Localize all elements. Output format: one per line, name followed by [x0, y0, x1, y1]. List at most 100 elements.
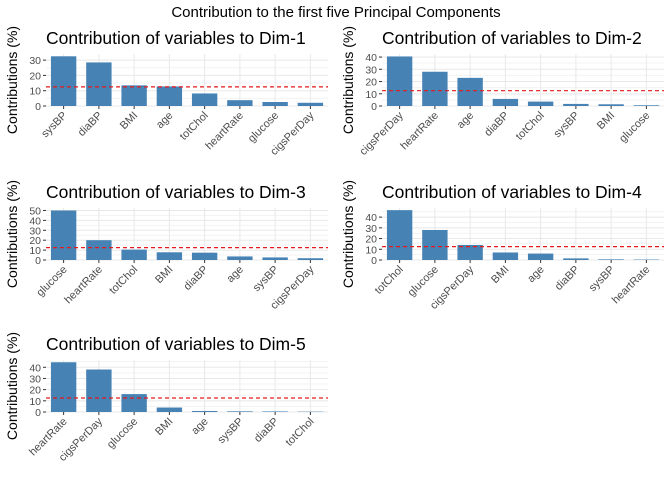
x-tick-label: glucose	[617, 110, 652, 145]
y-tick-label: 10	[29, 396, 41, 408]
x-tick-label: glucose	[34, 264, 69, 299]
chart-title: Contribution of variables to Dim-5	[46, 334, 306, 354]
x-tick-label: heartRate	[610, 264, 653, 307]
x-tick-label: heartRate	[398, 110, 441, 153]
x-tick-label: glucose	[105, 416, 140, 451]
bar-glucose	[262, 102, 287, 106]
bar-age	[457, 78, 482, 106]
bar-diaBP	[493, 99, 518, 106]
x-tick-label: age	[525, 264, 546, 285]
x-tick-label: heartRate	[62, 264, 105, 307]
chart-dim-4: Contribution of variables to Dim-4 Contri…	[336, 178, 672, 328]
y-tick-label: 10	[365, 89, 377, 101]
chart-title: Contribution of variables to Dim-4	[382, 182, 642, 202]
bar-totChol	[192, 93, 217, 106]
x-tick-label: totChol	[514, 110, 547, 143]
x-tick-label: BMI	[489, 264, 511, 286]
chart-dim-2: Contribution of variables to Dim-2 Contri…	[336, 24, 672, 174]
bar-heartRate	[86, 240, 111, 260]
bar-totChol	[387, 210, 412, 260]
y-tick-label: 50	[29, 205, 41, 217]
x-tick-label: totChol	[373, 264, 406, 297]
x-tick-label: diaBP	[182, 264, 211, 293]
y-tick-label: 0	[371, 101, 377, 113]
x-tick-label: glucose	[406, 264, 441, 299]
bar-diaBP	[192, 253, 217, 260]
bar-heartRate	[51, 362, 76, 412]
bar-sysBP	[598, 259, 623, 260]
y-tick-label: 30	[29, 55, 41, 67]
chart-title: Contribution of variables to Dim-2	[382, 28, 642, 48]
y-tick-label: 40	[365, 52, 377, 64]
bar-age	[192, 411, 217, 412]
bar-age	[157, 86, 182, 106]
x-tick-label: sysBP	[215, 416, 246, 447]
bar-sysBP	[262, 257, 287, 260]
x-tick-label: sysBP	[551, 110, 582, 141]
y-tick-label: 40	[365, 212, 377, 224]
x-tick-label: sysBP	[587, 264, 618, 295]
bar-diaBP	[563, 258, 588, 260]
bar-sysBP	[51, 56, 76, 106]
chart-dim-3-svg: Contribution of variables to Dim-3Contri…	[0, 178, 336, 328]
y-tick-label: 20	[365, 234, 377, 246]
bar-BMI	[493, 252, 518, 260]
x-tick-label: BMI	[153, 264, 175, 286]
x-tick-label: age	[154, 110, 175, 131]
y-tick-label: 20	[365, 77, 377, 89]
bar-sysBP	[563, 104, 588, 106]
figure-title: Contribution to the first five Principal…	[0, 4, 672, 21]
chart-dim-5-svg: Contribution of variables to Dim-5Contri…	[0, 330, 336, 480]
bar-sysBP	[227, 411, 252, 412]
bars	[51, 362, 323, 412]
x-tick-label: BMI	[153, 416, 175, 438]
y-tick-label: 10	[29, 86, 41, 98]
y-tick-label: 0	[35, 407, 41, 419]
y-axis-label: Contributions (%)	[340, 180, 356, 288]
bar-glucose	[422, 230, 447, 260]
bar-totChol	[121, 250, 146, 260]
chart-dim-1-svg: Contribution of variables to Dim-1 Contri…	[0, 24, 336, 174]
x-tick-label: age	[189, 416, 210, 437]
x-tick-label: diaBP	[252, 416, 281, 445]
y-tick-label: 40	[29, 362, 41, 374]
bar-cigsPerDay	[457, 245, 482, 260]
x-tick-label: age	[455, 110, 476, 131]
y-tick-label: 20	[29, 70, 41, 82]
bar-cigsPerDay	[387, 56, 412, 106]
bar-heartRate	[422, 72, 447, 106]
x-tick-label: diaBP	[76, 110, 105, 139]
chart-dim-1: Contribution of variables to Dim-1 Contri…	[0, 24, 336, 174]
bars	[387, 210, 659, 260]
bar-cigsPerDay	[298, 258, 323, 260]
chart-title: Contribution of variables to Dim-3	[46, 182, 306, 202]
bar-age	[528, 254, 553, 260]
chart-title: Contribution of variables to Dim-1	[46, 28, 306, 48]
bar-BMI	[157, 252, 182, 260]
bar-BMI	[598, 104, 623, 106]
bar-heartRate	[227, 100, 252, 106]
bar-BMI	[157, 408, 182, 412]
y-axis-label: Contributions (%)	[340, 26, 356, 134]
x-tick-label: heartRate	[203, 110, 246, 153]
x-tick-label: totChol	[107, 264, 140, 297]
chart-dim-2-svg: Contribution of variables to Dim-2 Contri…	[336, 24, 672, 174]
y-tick-label: 30	[365, 223, 377, 235]
x-tick-label: totChol	[178, 110, 211, 143]
x-tick-label: totChol	[283, 416, 316, 449]
x-tick-label: diaBP	[553, 264, 582, 293]
y-tick-label: 10	[365, 244, 377, 256]
x-tick-label: glucose	[246, 110, 281, 145]
x-tick-label: BMI	[595, 110, 617, 132]
x-tick-label: cigsPerDay	[357, 109, 406, 158]
y-tick-label: 0	[371, 255, 377, 267]
x-tick-label: sysBP	[39, 110, 70, 141]
x-tick-label: diaBP	[482, 110, 511, 139]
x-tick-label: age	[225, 264, 246, 285]
bar-glucose	[51, 210, 76, 260]
bar-cigsPerDay	[298, 103, 323, 106]
y-axis-label: Contributions (%)	[4, 26, 20, 134]
bar-diaBP	[86, 62, 111, 106]
